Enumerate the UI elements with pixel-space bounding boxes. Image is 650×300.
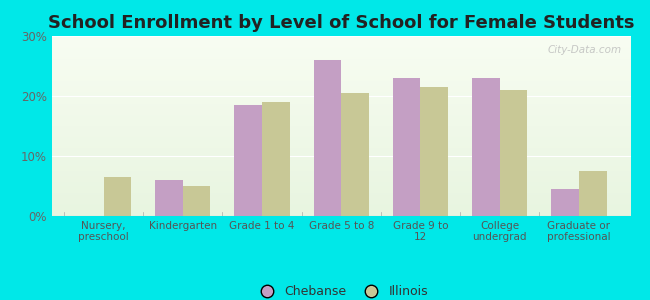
Bar bbox=[393, 78, 421, 216]
Bar bbox=[183, 186, 211, 216]
Title: School Enrollment by Level of School for Female Students: School Enrollment by Level of School for… bbox=[48, 14, 634, 32]
Bar bbox=[234, 105, 262, 216]
Bar bbox=[579, 171, 606, 216]
Bar bbox=[155, 180, 183, 216]
Bar bbox=[500, 90, 528, 216]
Bar bbox=[313, 60, 341, 216]
Legend: Chebanse, Illinois: Chebanse, Illinois bbox=[249, 280, 434, 300]
Bar bbox=[341, 93, 369, 216]
Bar bbox=[472, 78, 500, 216]
Bar bbox=[551, 189, 579, 216]
Bar bbox=[262, 102, 290, 216]
Bar bbox=[421, 87, 448, 216]
Bar bbox=[103, 177, 131, 216]
Text: City-Data.com: City-Data.com bbox=[548, 45, 622, 55]
